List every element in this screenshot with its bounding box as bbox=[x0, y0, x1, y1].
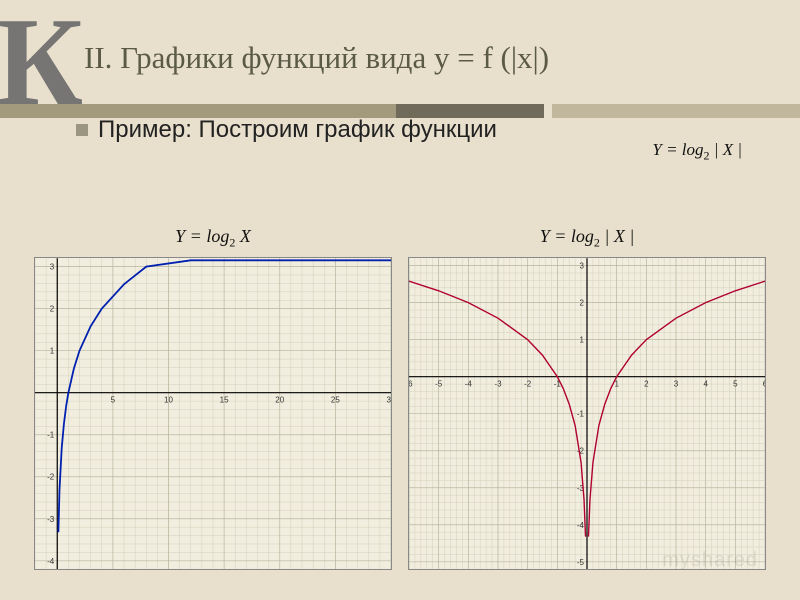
svg-text:6: 6 bbox=[763, 379, 765, 388]
svg-text:3: 3 bbox=[580, 261, 585, 270]
svg-text:3: 3 bbox=[50, 262, 55, 271]
svg-text:-4: -4 bbox=[47, 556, 55, 565]
svg-text:3: 3 bbox=[674, 379, 679, 388]
chart-right-label: Y = log2 | X | bbox=[408, 226, 766, 251]
svg-text:20: 20 bbox=[275, 395, 284, 404]
svg-text:-2: -2 bbox=[524, 379, 532, 388]
chart-left: -4 -3 -2 -1 1 2 3 5 10 15 20 25 30 bbox=[34, 257, 392, 570]
svg-text:10: 10 bbox=[164, 395, 173, 404]
svg-text:5: 5 bbox=[733, 379, 738, 388]
chart-left-label-b: X bbox=[235, 226, 251, 246]
svg-text:4: 4 bbox=[703, 379, 708, 388]
svg-text:2: 2 bbox=[50, 304, 55, 313]
chart-right-label-a: Y = log bbox=[540, 226, 594, 246]
chart-left-col: Y = log2 X -4 -3 -2 -1 1 2 3 5 10 15 20 25 30 bbox=[34, 226, 392, 570]
svg-text:-3: -3 bbox=[47, 514, 55, 523]
formula-left: Y = log bbox=[652, 140, 703, 159]
svg-text:-4: -4 bbox=[577, 520, 585, 529]
slide: К II. Графики функций вида y = f (|x|) П… bbox=[0, 0, 800, 600]
title-rest: Графики функций вида y = f (|x|) bbox=[112, 40, 549, 75]
svg-text:2: 2 bbox=[580, 298, 585, 307]
bullet-square-icon bbox=[76, 124, 88, 136]
deco-line-left bbox=[0, 104, 396, 118]
svg-text:2: 2 bbox=[644, 379, 649, 388]
svg-text:-5: -5 bbox=[577, 557, 585, 566]
svg-text:-2: -2 bbox=[47, 472, 55, 481]
svg-text:-2: -2 bbox=[577, 446, 585, 455]
main-formula: Y = log2 | X | bbox=[652, 140, 742, 163]
chart-left-label-a: Y = log bbox=[175, 226, 229, 246]
formula-right: | X | bbox=[710, 140, 742, 159]
svg-text:1: 1 bbox=[50, 346, 55, 355]
chart-right-col: Y = log2 | X | -5-4-3-2-1123-6-5-4-3-2-1… bbox=[408, 226, 766, 570]
svg-text:5: 5 bbox=[111, 395, 116, 404]
svg-text:15: 15 bbox=[220, 395, 229, 404]
charts-row: Y = log2 X -4-3-2-112351015202530 Y = lo… bbox=[34, 226, 766, 570]
svg-text:-1: -1 bbox=[47, 430, 55, 439]
svg-text:1: 1 bbox=[580, 335, 585, 344]
svg-text:30: 30 bbox=[387, 395, 391, 404]
svg-text:25: 25 bbox=[331, 395, 340, 404]
title-roman: II. bbox=[84, 40, 112, 75]
svg-text:-3: -3 bbox=[494, 379, 502, 388]
svg-text:-4: -4 bbox=[465, 379, 473, 388]
svg-text:-1: -1 bbox=[577, 409, 585, 418]
page-title: II. Графики функций вида y = f (|x|) bbox=[48, 28, 762, 82]
chart-left-label: Y = log2 X bbox=[34, 226, 392, 251]
svg-text:-6: -6 bbox=[409, 379, 413, 388]
chart-right: -5-4-3-2-1123-6-5-4-3-2-1123456 bbox=[408, 257, 766, 570]
svg-text:-5: -5 bbox=[435, 379, 443, 388]
deco-line-dark bbox=[396, 104, 544, 118]
chart-right-label-b: | X | bbox=[600, 226, 634, 246]
deco-line-right bbox=[552, 104, 800, 118]
bullet-text: Пример: Построим график функции bbox=[98, 116, 497, 144]
